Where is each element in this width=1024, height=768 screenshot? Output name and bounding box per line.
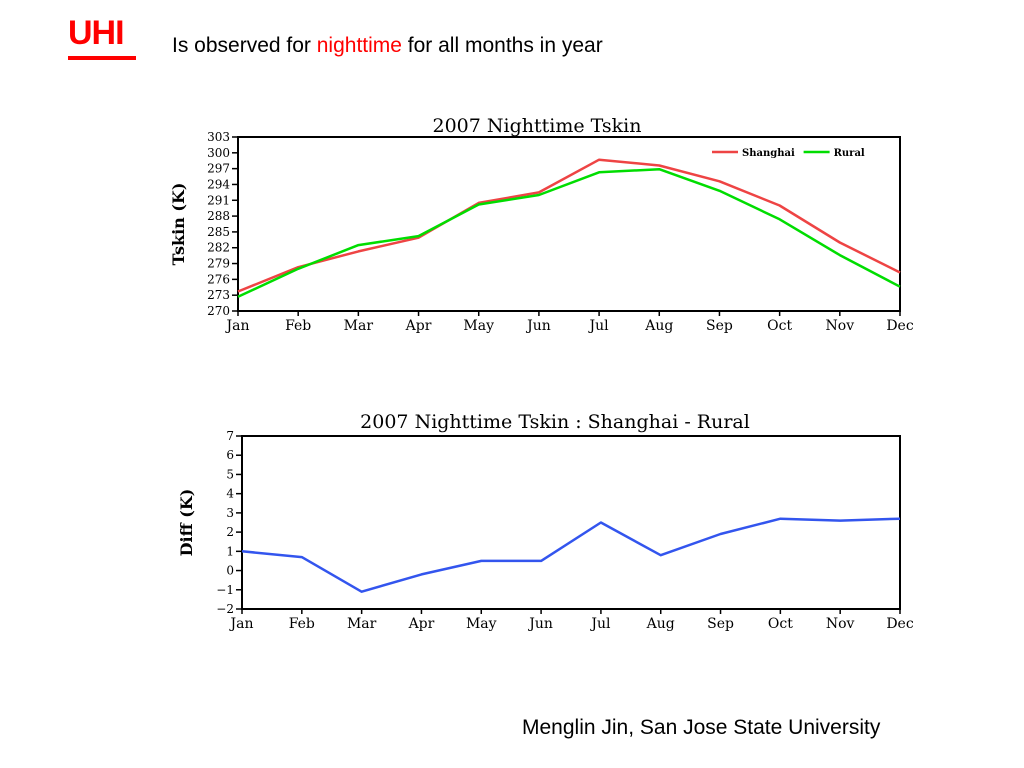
diff-y-tick-label: −1 <box>216 583 234 597</box>
diff-y-tick-label: 2 <box>226 525 234 539</box>
tskin-y-tick-label: 276 <box>207 272 230 286</box>
diff-x-tick-label: Aug <box>646 616 675 632</box>
tskin-y-tick-label: 291 <box>207 193 230 207</box>
diff-series-line-0 <box>241 517 901 593</box>
slide-tag-underline <box>68 56 136 60</box>
tskin-chart-title: 2007 Nighttime Tskin <box>432 115 641 137</box>
tskin-y-tick-label: 273 <box>207 288 230 302</box>
headline-emphasis: nighttime <box>316 34 402 57</box>
tskin-x-tick-label: Dec <box>886 318 914 334</box>
slide-footer: Menglin Jin, San Jose State University <box>522 716 881 739</box>
tskin-y-tick-label: 300 <box>207 146 230 160</box>
diff-y-tick-label: 1 <box>226 544 234 558</box>
tskin-y-tick-label: 270 <box>207 304 230 318</box>
diff-y-tick-label: 7 <box>226 429 234 443</box>
tskin-x-tick-label: Oct <box>767 318 792 334</box>
tskin-x-tick-label: Aug <box>644 318 673 334</box>
tskin-y-tick-label: 297 <box>207 162 230 176</box>
tskin-x-tick-label: Mar <box>344 318 374 334</box>
tskin-legend-label: Rural <box>834 148 865 159</box>
tskin-x-tick-label: Jan <box>225 318 250 334</box>
tskin-y-tick-label: 285 <box>207 225 230 239</box>
diff-y-tick-label: 0 <box>226 564 234 578</box>
slide-tag: UHI <box>68 14 125 52</box>
tskin-legend-label: Shanghai <box>742 148 795 159</box>
diff-x-tick-label: Mar <box>347 616 377 632</box>
slide-headline: Is observed for nighttime for all months… <box>172 34 603 58</box>
tskin-y-axis-label: Tskin (K) <box>169 183 188 266</box>
tskin-plot-frame <box>237 136 901 312</box>
tskin-series-line-rural <box>237 167 901 298</box>
tskin-x-tick-label: Jun <box>525 318 551 334</box>
tskin-y-tick-label: 294 <box>207 177 230 191</box>
diff-x-tick-label: Jan <box>229 616 254 632</box>
diff-x-tick-label: Dec <box>886 616 914 632</box>
diff-x-tick-label: Jul <box>589 616 611 632</box>
diff-y-tick-label: 4 <box>226 487 234 501</box>
diff-x-tick-label: Sep <box>707 616 734 632</box>
diff-y-tick-label: 6 <box>226 448 234 462</box>
tskin-y-tick-label: 279 <box>207 257 230 271</box>
diff-y-tick-label: −2 <box>216 602 234 616</box>
diff-x-tick-label: Apr <box>408 616 435 632</box>
diff-x-tick-label: May <box>466 616 497 632</box>
diff-x-tick-label: Jun <box>527 616 553 632</box>
tskin-y-tick-label: 303 <box>207 130 230 144</box>
diff-x-tick-label: Oct <box>768 616 793 632</box>
tskin-y-tick-label: 288 <box>207 209 230 223</box>
tskin-x-tick-label: Sep <box>706 318 733 334</box>
diff-y-tick-label: 3 <box>226 506 234 520</box>
tskin-x-tick-label: Jul <box>588 318 610 334</box>
headline-suffix: for all months in year <box>401 34 603 57</box>
tskin-x-tick-label: May <box>463 318 494 334</box>
tskin-series-line-shanghai <box>237 158 901 293</box>
diff-x-tick-label: Feb <box>289 616 315 632</box>
diff-chart-title: 2007 Nighttime Tskin : Shanghai - Rural <box>360 411 750 433</box>
tskin-y-tick-label: 282 <box>207 241 230 255</box>
diff-plot-frame <box>241 435 901 610</box>
diff-x-tick-label: Nov <box>826 616 855 632</box>
headline-prefix: Is observed for <box>172 34 317 57</box>
tskin-x-tick-label: Nov <box>826 318 855 334</box>
diff-y-tick-label: 5 <box>226 467 234 481</box>
tskin-x-tick-label: Feb <box>285 318 311 334</box>
diff-y-axis-label: Diff (K) <box>177 489 196 557</box>
tskin-x-tick-label: Apr <box>405 318 432 334</box>
